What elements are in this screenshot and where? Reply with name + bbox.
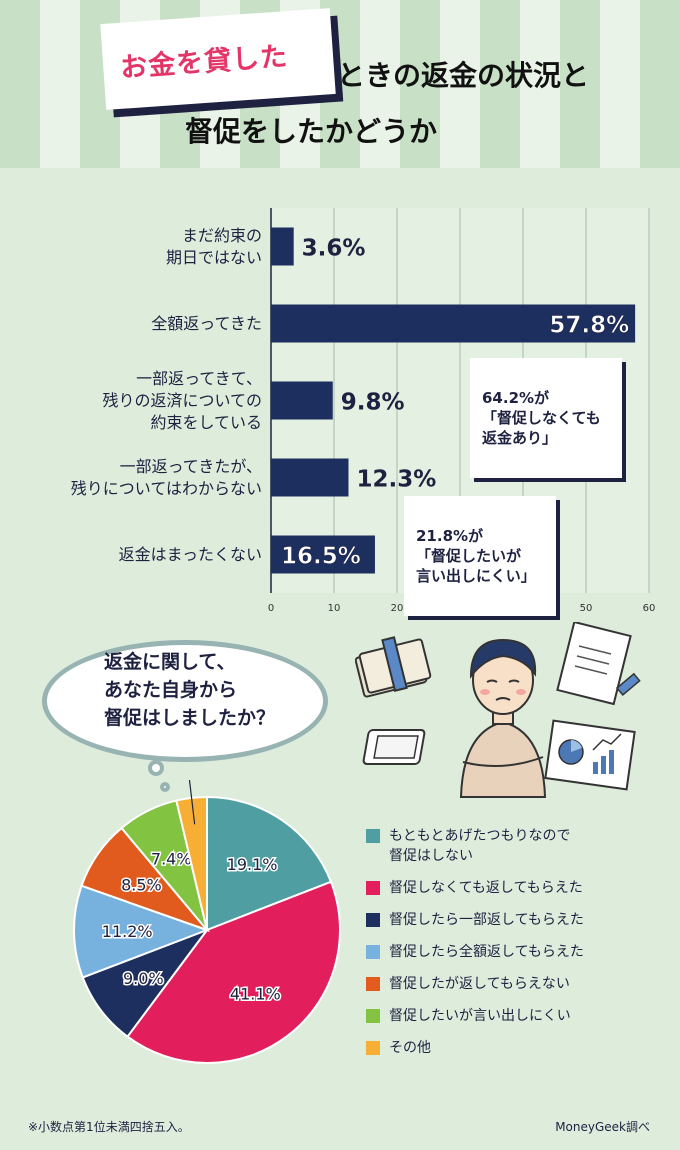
bar-mark — [271, 458, 349, 497]
footnote: ※小数点第1位未満四捨五入。 — [28, 1120, 190, 1134]
bar-mark — [271, 381, 333, 420]
legend-swatch — [366, 881, 380, 895]
legend-item: 督促したら全額返してもらえた — [366, 942, 666, 962]
annotation-note-2: 21.8%が 「督促したいが 言い出しにくい」 — [404, 496, 556, 616]
bar-tick-label: 10 — [328, 603, 341, 614]
bar-mark — [271, 535, 375, 574]
annotation-note-1: 64.2%が 「督促しなくても 返金あり」 — [470, 358, 622, 478]
bar-category-label: 一部返ってきて、 残りの返済についての 約束をしている — [102, 368, 262, 432]
legend-label: 督促しなくても返してもらえた — [389, 880, 583, 896]
legend-swatch — [366, 945, 380, 959]
pie-slice — [126, 880, 341, 1064]
pie-value-label: 7.4% — [151, 850, 192, 869]
document-signature-icon — [556, 622, 641, 706]
legend-item: 督促したいが言い出しにくい — [366, 1006, 666, 1026]
worried-person-icon — [459, 638, 547, 798]
legend-item: 督促しなくても返してもらえた — [366, 878, 666, 898]
pie-value-label: 11.2% — [102, 922, 153, 941]
question-bubble — [42, 640, 328, 762]
bar-tick-label: 50 — [580, 603, 593, 614]
bar-category-label: 一部返ってきたが、 残りについてはわからない — [70, 456, 262, 498]
legend-label: 督促したが返してもらえない — [389, 976, 570, 992]
legend-label: もともとあげたつもりなので 督促はしない — [389, 828, 571, 864]
pie-value-label: 19.1% — [227, 855, 278, 874]
pie-value-label: 41.1% — [230, 985, 281, 1004]
bar-category-label: 返金はまったくない — [118, 544, 262, 564]
illustration-person-and-items — [355, 622, 641, 798]
pie-value-label: 9.0% — [123, 969, 164, 988]
legend-label: 督促したいが言い出しにくい — [389, 1008, 571, 1024]
bar-value-label: 9.8% — [341, 390, 405, 416]
title-line1: ときの返金の状況と — [337, 59, 590, 92]
bar-category-label: まだ約束の 期日ではない — [165, 225, 262, 267]
legend-swatch — [366, 829, 380, 843]
bar-tick-label: 0 — [268, 603, 274, 614]
legend-item: 督促したら一部返してもらえた — [366, 910, 666, 930]
bar-value-label: 12.3% — [356, 467, 436, 493]
bar-value-label: 16.5% — [281, 544, 361, 570]
title-line2: 督促をしたかどうか — [185, 115, 438, 148]
pie-value-label: 8.5% — [121, 876, 162, 895]
legend-swatch — [366, 913, 380, 927]
bubble-dot-2 — [160, 782, 170, 792]
annotation-note-1-text: 64.2%が 「督促しなくても 返金あり」 — [482, 389, 601, 447]
wallet-icon — [362, 729, 426, 765]
bubble-dot-1 — [148, 760, 164, 776]
bar-value-label: 57.8% — [549, 313, 629, 339]
pie-slice — [73, 884, 210, 979]
pie-chart: 19.1%41.1%9.0%11.2%8.5%7.4%3.7% — [73, 780, 341, 1064]
legend-label: 督促したら全額返してもらえた — [389, 944, 584, 960]
pie-leader-line — [188, 780, 196, 825]
money-stack-icon — [355, 636, 432, 698]
legend-label: その他 — [389, 1040, 431, 1056]
analytics-report-icon — [544, 719, 636, 791]
legend-label: 督促したら一部返してもらえた — [389, 912, 584, 928]
legend-item: 督促したが返してもらえない — [366, 974, 666, 994]
pie-slice — [206, 795, 333, 932]
pie-question: 返金に関して、 あなた自身から 督促はしましたか？ — [104, 651, 276, 729]
bar-tick-label: 60 — [643, 603, 656, 614]
bar-mark — [271, 227, 294, 266]
legend-item: その他 — [366, 1038, 666, 1058]
legend-item: もともとあげたつもりなので 督促はしない — [366, 826, 666, 866]
bar-value-label: 3.6% — [302, 236, 366, 262]
bar-category-label: 全額返ってきた — [151, 313, 262, 333]
legend-swatch — [366, 1009, 380, 1023]
pie-legend: もともとあげたつもりなので 督促はしない督促しなくても返してもらえた 督促したら一… — [366, 826, 666, 1070]
source-credit: MoneyGeek調べ — [555, 1120, 650, 1134]
legend-swatch — [366, 977, 380, 991]
bar-mark — [271, 304, 636, 343]
annotation-note-2-text: 21.8%が 「督促したいが 言い出しにくい」 — [416, 527, 536, 585]
bar-tick-label: 20 — [391, 603, 404, 614]
legend-swatch — [366, 1041, 380, 1055]
